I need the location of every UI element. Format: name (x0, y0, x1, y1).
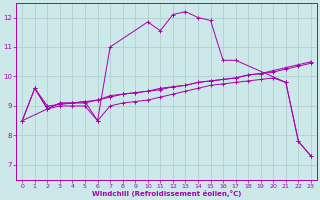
X-axis label: Windchill (Refroidissement éolien,°C): Windchill (Refroidissement éolien,°C) (92, 190, 241, 197)
